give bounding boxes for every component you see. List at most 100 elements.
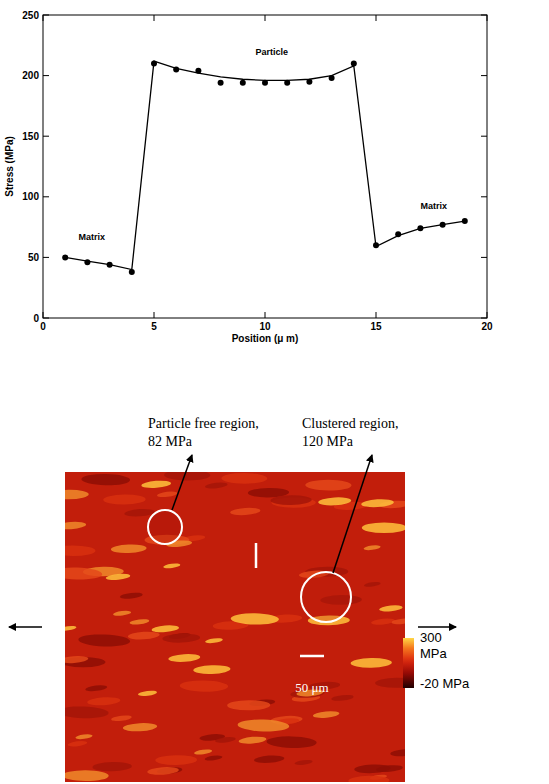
map-texture [230, 507, 261, 516]
map-texture [371, 617, 396, 625]
colorbar-label: -20 MPa [420, 676, 470, 691]
map-texture [193, 665, 230, 675]
map-texture [155, 755, 197, 765]
x-tick [154, 312, 155, 318]
map-texture [123, 722, 158, 732]
data-point [62, 254, 68, 260]
map-texture [266, 736, 316, 749]
map-texture [65, 545, 96, 556]
data-point [395, 231, 401, 237]
map-texture [103, 494, 146, 504]
data-point [240, 80, 246, 86]
y-tick [481, 196, 487, 197]
map-texture [363, 544, 381, 551]
map-texture [205, 482, 228, 490]
y-tick [43, 75, 49, 76]
x-tick [487, 15, 488, 21]
data-point [129, 269, 135, 275]
map-texture [128, 631, 160, 641]
map-texture [390, 748, 405, 757]
x-tick [376, 15, 377, 21]
region-value: 120 MPa [302, 434, 354, 449]
map-texture [129, 618, 149, 625]
load-arrow [418, 626, 456, 628]
y-tick-label: 150 [22, 131, 39, 142]
y-tick [481, 257, 487, 258]
data-point [351, 60, 357, 66]
x-tick-label: 15 [370, 321, 382, 332]
map-texture [92, 762, 132, 772]
map-texture [163, 563, 181, 570]
map-texture [348, 775, 389, 782]
y-tick [43, 257, 49, 258]
map-texture [391, 617, 405, 625]
map-texture [65, 489, 89, 499]
x-tick [376, 312, 377, 318]
map-texture [351, 658, 392, 668]
map-texture [270, 495, 311, 505]
map-texture [194, 749, 213, 756]
x-axis-title: Position (μ m) [232, 333, 299, 344]
plot-marks [62, 60, 468, 274]
x-tick-label: 5 [151, 321, 157, 332]
annotation: Particle [255, 47, 288, 57]
map-texture [105, 573, 130, 581]
data-point [462, 218, 468, 224]
map-texture [111, 714, 132, 721]
map-texture [111, 544, 147, 554]
data-point [440, 222, 446, 228]
stress-map [65, 472, 405, 782]
x-tick [487, 312, 488, 318]
y-tick [43, 196, 49, 197]
map-texture [65, 567, 102, 580]
map-texture [361, 498, 394, 508]
y-tick [481, 15, 487, 16]
scale-bar [300, 655, 324, 658]
y-tick-label: 250 [22, 10, 39, 21]
x-tick-label: 10 [259, 321, 271, 332]
region-label: Clustered region, [302, 416, 398, 431]
region-arrow [333, 455, 372, 573]
map-texture [78, 634, 130, 648]
load-arrow [9, 626, 42, 628]
y-tick [43, 136, 49, 137]
data-point [329, 75, 335, 81]
y-tick-label: 100 [22, 191, 39, 202]
map-texture [215, 736, 236, 743]
data-point [306, 79, 312, 85]
y-tick-label: 200 [22, 70, 39, 81]
data-point [195, 68, 201, 74]
region-arrow [172, 455, 192, 510]
map-texture [168, 653, 200, 663]
map-texture [313, 710, 340, 719]
map-texture [65, 521, 86, 530]
data-point [218, 80, 224, 86]
map-texture [75, 733, 93, 740]
map-texture [124, 508, 155, 517]
map-texture [113, 610, 132, 617]
map-texture [81, 474, 130, 486]
map-texture [67, 740, 87, 747]
figure: 05101520050100150200250Position (μ m)Str… [0, 0, 549, 784]
map-texture [362, 523, 405, 533]
map-texture [238, 736, 266, 745]
annotation: Matrix [420, 201, 447, 211]
x-tick [43, 15, 44, 21]
map-texture [237, 719, 289, 733]
y-tick [481, 136, 487, 137]
region-circle [148, 510, 182, 544]
y-tick [43, 15, 49, 16]
x-tick [154, 15, 155, 21]
plot-frame [43, 15, 487, 318]
map-texture [65, 770, 109, 781]
x-tick [43, 312, 44, 318]
x-tick [265, 15, 266, 21]
x-tick-label: 20 [481, 321, 493, 332]
y-tick [481, 75, 487, 76]
data-point [262, 80, 268, 86]
data-point [84, 259, 90, 265]
map-texture [254, 755, 285, 764]
colorbar-label: 300MPa [420, 630, 448, 661]
map-texture [364, 581, 381, 587]
x-tick [265, 312, 266, 318]
